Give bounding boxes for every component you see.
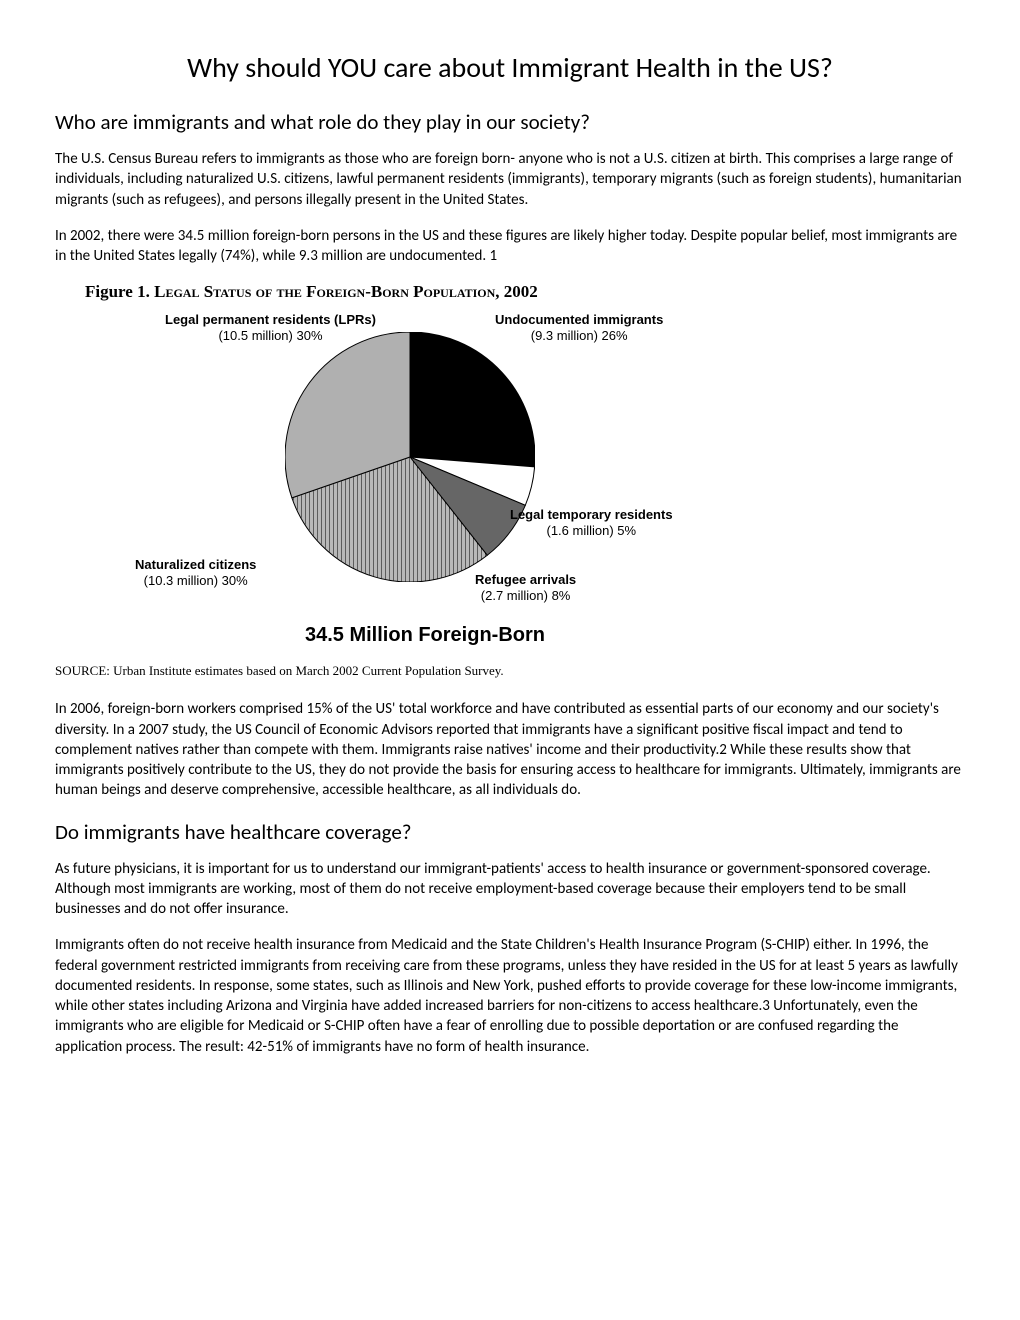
pie-label: Legal permanent residents (LPRs)(10.5 mi… xyxy=(165,312,376,343)
page-title: Why should YOU care about Immigrant Heal… xyxy=(55,50,965,85)
section2-p2: Immigrants often do not receive health i… xyxy=(55,935,965,1057)
section2-heading: Do immigrants have healthcare coverage? xyxy=(55,819,965,845)
pie-label-bold: Refugee arrivals xyxy=(475,572,576,588)
pie-label-plain: (9.3 million) 26% xyxy=(495,328,663,344)
section1-p1: The U.S. Census Bureau refers to immigra… xyxy=(55,149,965,210)
figure-1: Figure 1. Legal Status of the Foreign-Bo… xyxy=(85,282,965,647)
pie-label-plain: (1.6 million) 5% xyxy=(510,523,673,539)
figure-source: SOURCE: Urban Institute estimates based … xyxy=(55,663,965,679)
pie-label-bold: Undocumented immigrants xyxy=(495,312,663,328)
pie-chart xyxy=(285,332,535,582)
figure-title: Figure 1. Legal Status of the Foreign-Bo… xyxy=(85,282,965,302)
pie-label-bold: Legal temporary residents xyxy=(510,507,673,523)
pie-label: Naturalized citizens(10.3 million) 30% xyxy=(135,557,256,588)
pie-label-bold: Legal permanent residents (LPRs) xyxy=(165,312,376,328)
figure-title-prefix: Figure 1. xyxy=(85,282,154,301)
figure-caption: 34.5 Million Foreign-Born xyxy=(125,624,725,647)
pie-label: Undocumented immigrants(9.3 million) 26% xyxy=(495,312,663,343)
section1-p2: In 2002, there were 34.5 million foreign… xyxy=(55,226,965,267)
figure-title-caps: Legal Status of the Foreign-Born Populat… xyxy=(154,282,538,301)
section1-p3: In 2006, foreign-born workers comprised … xyxy=(55,699,965,800)
pie-label-bold: Naturalized citizens xyxy=(135,557,256,573)
pie-chart-container: Undocumented immigrants(9.3 million) 26%… xyxy=(125,312,725,622)
pie-label: Legal temporary residents(1.6 million) 5… xyxy=(510,507,673,538)
section2-p1: As future physicians, it is important fo… xyxy=(55,859,965,920)
pie-label-plain: (10.5 million) 30% xyxy=(165,328,376,344)
pie-slice xyxy=(410,332,535,467)
pie-label: Refugee arrivals(2.7 million) 8% xyxy=(475,572,576,603)
pie-label-plain: (2.7 million) 8% xyxy=(475,588,576,604)
section1-heading: Who are immigrants and what role do they… xyxy=(55,109,965,135)
pie-label-plain: (10.3 million) 30% xyxy=(135,573,256,589)
